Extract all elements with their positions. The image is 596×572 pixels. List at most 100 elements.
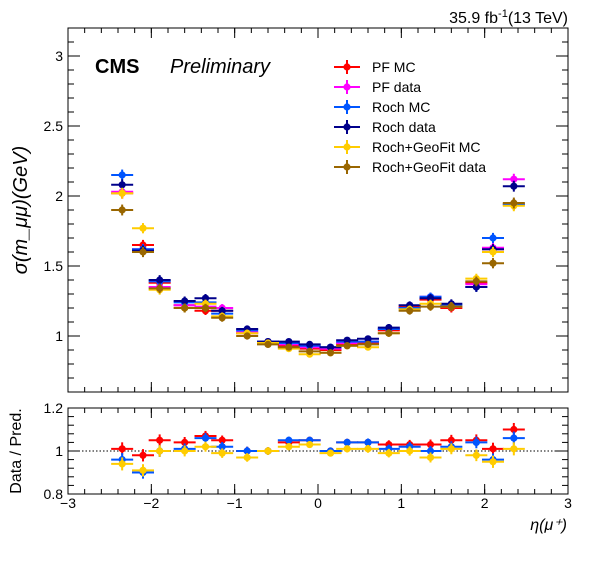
y-tick-label: 0.8 — [44, 486, 64, 502]
marker — [510, 182, 518, 190]
x-tick-label: 0 — [314, 495, 322, 511]
series-roch-mc — [111, 169, 525, 351]
x-tick-label: 2 — [481, 495, 489, 511]
data-point — [465, 276, 488, 287]
data-point — [277, 436, 300, 444]
legend-entry: Roch data — [334, 119, 436, 135]
data-point — [111, 204, 134, 216]
data-point — [502, 197, 525, 209]
marker — [285, 343, 293, 351]
marker — [426, 440, 435, 449]
series-roch-geofit-mc — [111, 187, 525, 358]
marker — [364, 340, 372, 348]
ratio-panel: Data / Pred. −3 −2 −1 0 1 2 3 0.8 1 1.2 η(μ⁺) — [8, 400, 572, 534]
legend-label: PF MC — [372, 59, 416, 75]
marker — [201, 434, 210, 442]
marker — [218, 449, 226, 457]
legend-marker — [343, 63, 351, 71]
data-point — [277, 343, 300, 351]
legend-marker — [343, 163, 351, 171]
marker — [326, 349, 335, 357]
marker — [510, 434, 518, 442]
data-point — [277, 338, 300, 346]
data-point — [298, 340, 321, 348]
marker — [489, 234, 497, 242]
legend-entry: PF MC — [334, 59, 416, 75]
series-pf-data — [111, 422, 525, 462]
series-pf-data — [111, 173, 525, 353]
data-point — [277, 443, 300, 451]
lumi-label: 35.9 fb-1(13 TeV) — [449, 8, 568, 27]
legend-label: Roch MC — [372, 99, 430, 115]
marker — [426, 453, 435, 462]
marker — [343, 445, 351, 453]
data-point — [194, 441, 217, 452]
marker — [139, 466, 147, 474]
data-point — [482, 232, 504, 244]
data-point — [148, 275, 171, 285]
x-axis-label: η(μ⁺) — [530, 517, 567, 534]
marker — [118, 189, 126, 197]
marker — [489, 458, 497, 466]
marker — [447, 445, 455, 453]
data-point — [132, 223, 154, 234]
marker — [447, 303, 455, 311]
y-tick-label: 1 — [55, 328, 63, 344]
legend-marker — [343, 143, 351, 151]
marker — [306, 340, 314, 348]
series-roch-geofit-data — [111, 440, 525, 477]
marker — [472, 451, 480, 459]
data-point — [398, 306, 421, 315]
y-tick-label: 2 — [55, 188, 63, 204]
y-tick-label: 1.5 — [44, 258, 64, 274]
data-point — [111, 457, 134, 471]
data-point — [482, 455, 504, 468]
legend-entry: Roch MC — [334, 99, 430, 115]
y-tick-label: 1 — [55, 443, 63, 459]
marker — [489, 248, 497, 256]
marker — [218, 436, 226, 444]
marker — [343, 336, 351, 344]
marker — [118, 206, 126, 214]
marker — [243, 447, 251, 455]
data-point — [465, 449, 488, 462]
legend-entry: PF data — [334, 79, 421, 95]
series-roch-data — [111, 179, 525, 351]
marker — [156, 284, 164, 292]
x-tick-label: 3 — [564, 495, 572, 511]
marker — [243, 332, 251, 340]
marker — [264, 340, 272, 348]
marker — [306, 347, 314, 355]
main-plot-frame — [67, 27, 569, 393]
data-point — [502, 442, 525, 456]
data-point — [502, 180, 525, 192]
marker — [510, 425, 518, 434]
data-point — [236, 332, 259, 340]
marker — [472, 438, 480, 446]
marker — [489, 259, 497, 267]
data-point — [173, 303, 196, 313]
data-point — [336, 438, 359, 446]
data-point — [357, 444, 379, 453]
x-tick-label: −3 — [60, 495, 76, 511]
legend-label: Roch+GeoFit MC — [372, 139, 481, 155]
legend-marker — [343, 103, 351, 111]
marker — [489, 445, 497, 453]
data-point — [132, 246, 154, 258]
data-point — [465, 436, 488, 449]
data-point — [298, 440, 321, 449]
data-point — [319, 449, 342, 457]
marker — [139, 248, 147, 256]
data-point — [211, 448, 234, 458]
marker — [406, 307, 414, 315]
marker — [406, 447, 414, 455]
data-point — [111, 179, 134, 191]
ratio-y-axis-label: Data / Pred. — [8, 408, 25, 493]
marker — [343, 438, 351, 446]
data-point — [398, 446, 421, 456]
marker — [218, 314, 226, 322]
marker — [510, 175, 518, 183]
legend-entry: Roch+GeoFit data — [334, 159, 486, 175]
marker — [472, 283, 480, 291]
